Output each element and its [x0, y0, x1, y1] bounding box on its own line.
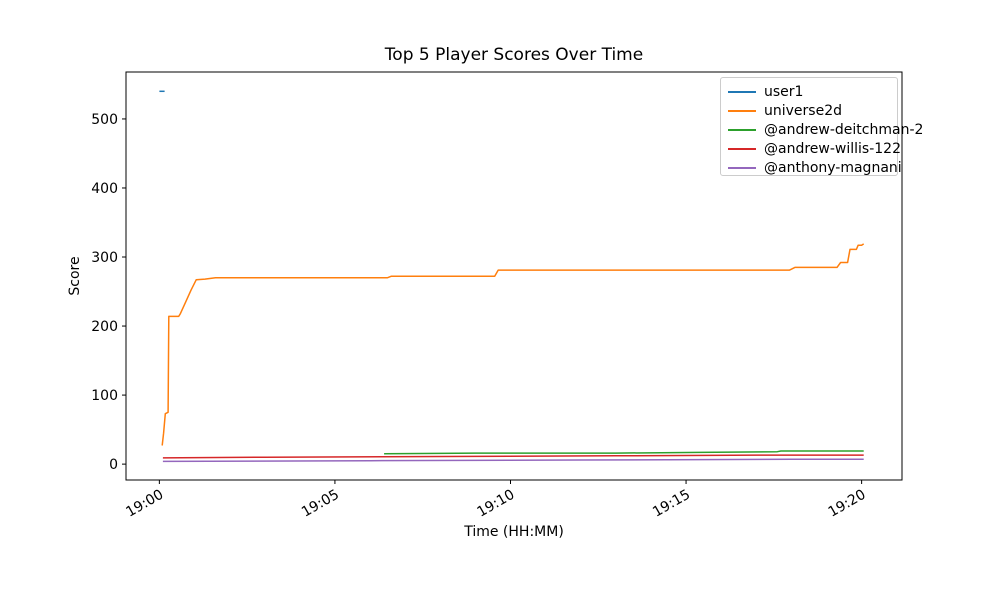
- legend-entry: @andrew-deitchman-2: [728, 120, 923, 139]
- legend-label: @anthony-magnani: [764, 160, 902, 177]
- legend-entry: @anthony-magnani: [728, 159, 902, 178]
- legend-line-swatch: [728, 167, 756, 170]
- chart-title: Top 5 Player Scores Over Time: [384, 45, 644, 65]
- series-line--andrew-willis-122: [162, 454, 864, 459]
- series-line--andrew-deitchman-2: [384, 450, 864, 455]
- legend-label: @andrew-willis-122: [764, 141, 901, 158]
- y-tick-label: 200: [91, 319, 118, 335]
- x-tick-label: 19:20: [826, 487, 869, 521]
- x-tick-label: 19:00: [123, 487, 166, 521]
- legend-entry: universe2d: [728, 101, 893, 120]
- legend-label: user1: [764, 83, 804, 100]
- legend-line-swatch: [728, 90, 756, 93]
- series-line--anthony-magnani: [162, 458, 864, 463]
- y-tick-label: 400: [91, 181, 118, 197]
- y-axis-label: Score: [67, 256, 83, 296]
- legend: user1 universe2d @andrew-deitchman-2 @andre…: [720, 77, 923, 178]
- y-tick-label: 0: [109, 457, 118, 473]
- legend-label: universe2d: [764, 102, 842, 119]
- x-axis-label: Time (HH:MM): [464, 524, 564, 540]
- legend-entry: @andrew-willis-122: [728, 140, 901, 159]
- legend-label: @andrew-deitchman-2: [764, 121, 924, 138]
- series-line-universe2d: [161, 243, 865, 446]
- legend-line-swatch: [728, 128, 756, 131]
- x-tick-label: 19:10: [475, 487, 518, 521]
- y-tick-label: 100: [91, 388, 118, 404]
- x-tick-label: 19:05: [299, 487, 342, 521]
- axes-frame: [125, 71, 903, 481]
- y-tick-label: 500: [91, 112, 118, 128]
- legend-line-swatch: [728, 148, 756, 151]
- legend-entry: user1: [728, 82, 893, 101]
- y-tick-label: 300: [91, 250, 118, 266]
- legend-line-swatch: [728, 109, 756, 112]
- x-tick-label: 19:15: [650, 487, 693, 521]
